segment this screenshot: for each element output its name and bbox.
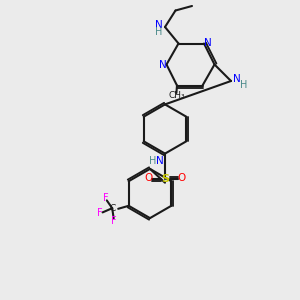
Text: O: O	[177, 172, 186, 183]
Text: O: O	[144, 172, 153, 183]
Text: F: F	[97, 208, 102, 218]
Text: N: N	[232, 74, 240, 85]
Text: H: H	[149, 156, 156, 166]
Text: F: F	[103, 193, 108, 203]
Text: F: F	[111, 216, 116, 226]
Text: H: H	[240, 80, 247, 90]
Text: H: H	[155, 27, 162, 38]
Text: N: N	[159, 59, 167, 70]
Text: N: N	[204, 38, 212, 49]
Text: C: C	[109, 204, 115, 213]
Text: N: N	[156, 156, 164, 166]
Text: CH₃: CH₃	[168, 92, 185, 100]
Text: N: N	[154, 20, 162, 31]
Text: S: S	[161, 174, 169, 184]
